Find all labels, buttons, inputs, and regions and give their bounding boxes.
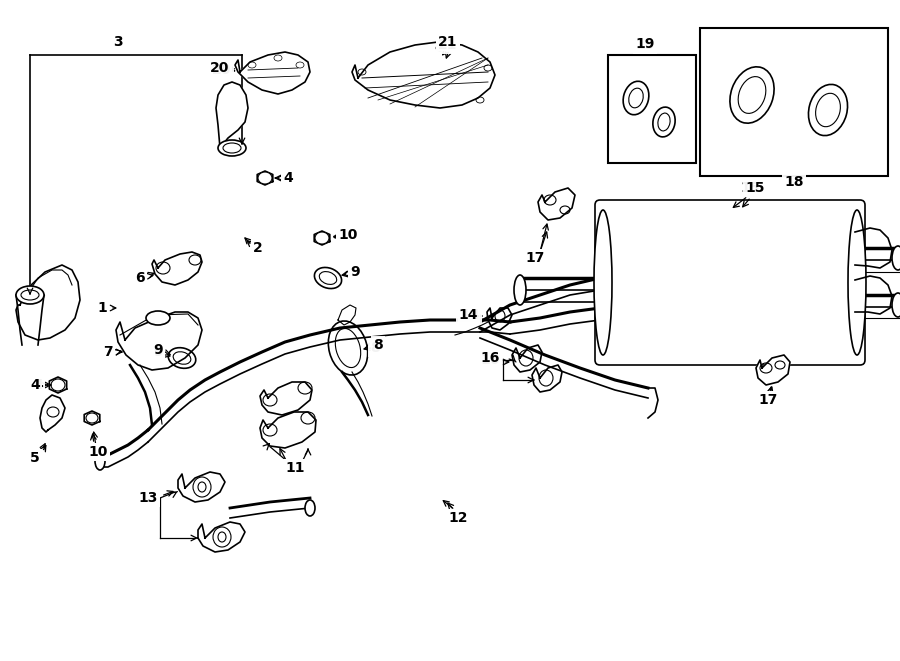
Text: 7: 7 [104,345,112,359]
Text: 14: 14 [458,308,478,322]
Text: 19: 19 [635,37,654,51]
Polygon shape [538,188,575,220]
Polygon shape [487,308,512,330]
Bar [608,55,696,163]
Ellipse shape [51,379,65,391]
Ellipse shape [16,286,44,304]
Text: 1: 1 [97,301,107,315]
Polygon shape [216,82,248,148]
Text: 11: 11 [285,461,305,475]
Ellipse shape [594,210,612,355]
Text: 10: 10 [88,445,108,459]
Text: 3: 3 [113,35,122,49]
Text: 6: 6 [135,271,145,285]
Bar [700,28,888,176]
Ellipse shape [314,268,342,289]
Text: 7: 7 [104,345,112,359]
Ellipse shape [623,81,649,115]
Ellipse shape [168,348,196,368]
Ellipse shape [218,140,246,156]
Ellipse shape [514,275,526,305]
Text: 17: 17 [759,393,778,407]
Text: 21: 21 [438,35,458,49]
Text: 9: 9 [153,343,163,357]
Text: 9: 9 [350,265,360,279]
Text: 2: 2 [253,241,263,255]
Polygon shape [352,42,495,108]
Text: 5: 5 [30,451,40,465]
Text: 17: 17 [526,251,544,265]
Polygon shape [40,395,65,432]
Text: 16: 16 [481,351,500,365]
Polygon shape [116,312,202,370]
Ellipse shape [305,500,315,516]
FancyBboxPatch shape [595,200,865,365]
Ellipse shape [808,85,848,136]
Polygon shape [16,265,80,340]
Text: 2: 2 [253,241,263,255]
Text: 19: 19 [635,38,654,52]
Ellipse shape [892,246,900,270]
Text: 8: 8 [370,341,380,355]
Ellipse shape [146,311,170,325]
Text: 12: 12 [448,511,468,525]
Text: 15: 15 [745,181,765,195]
Ellipse shape [95,452,105,470]
Text: 4: 4 [30,378,40,392]
Text: 3: 3 [113,35,122,49]
Polygon shape [532,365,562,392]
Polygon shape [198,522,245,552]
Ellipse shape [652,107,675,137]
Polygon shape [512,345,542,372]
Polygon shape [152,252,202,285]
Text: 10: 10 [338,228,357,242]
Text: 4: 4 [284,171,292,185]
Text: 17: 17 [526,251,544,265]
Ellipse shape [892,293,900,317]
Polygon shape [260,412,316,448]
Text: 11: 11 [285,461,305,475]
Ellipse shape [86,413,98,423]
Text: 13: 13 [139,491,158,505]
Text: 20: 20 [212,63,231,77]
Text: 10: 10 [338,228,357,242]
Polygon shape [260,382,312,415]
Ellipse shape [730,67,774,123]
Text: 13: 13 [139,491,158,505]
Ellipse shape [258,172,272,184]
Text: 14: 14 [460,308,480,322]
Ellipse shape [328,321,368,375]
Ellipse shape [315,232,329,244]
Text: 4: 4 [284,171,292,185]
Text: 5: 5 [30,451,40,465]
Text: 8: 8 [374,338,382,352]
Text: 20: 20 [211,61,230,75]
Polygon shape [756,355,790,385]
Text: 9: 9 [153,345,163,359]
Text: 16: 16 [481,353,500,367]
Text: 6: 6 [135,271,145,285]
Text: 10: 10 [88,445,108,459]
Text: 9: 9 [350,265,360,279]
Text: 17: 17 [759,393,778,407]
Text: 12: 12 [448,511,468,525]
Text: 21: 21 [438,38,458,52]
Polygon shape [178,472,225,502]
Text: 15: 15 [740,181,760,195]
Polygon shape [235,52,310,94]
Text: 4: 4 [33,378,43,392]
Text: 18: 18 [784,175,804,189]
Ellipse shape [848,210,866,355]
